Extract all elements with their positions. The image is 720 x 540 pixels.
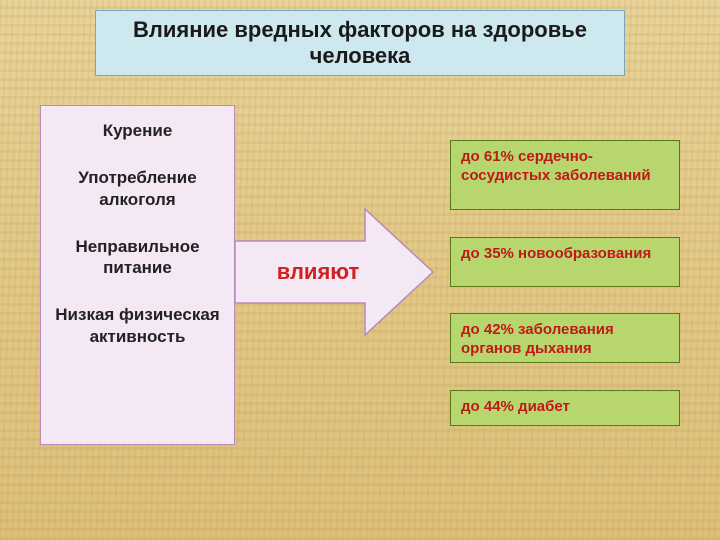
outcome-box: до 35% новообразования [450,237,680,287]
title-box: Влияние вредных факторов на здоровье чел… [95,10,625,76]
outcome-text: до 44% диабет [461,398,570,415]
title-text: Влияние вредных факторов на здоровье чел… [104,17,616,70]
factors-box: Курение Употребление алкоголя Неправильн… [40,105,235,445]
factor-item: Неправильное питание [51,236,224,279]
outcome-box: до 44% диабет [450,390,680,426]
arrow-label: влияют [235,207,435,337]
arrow: влияют [235,207,435,337]
factor-item: Низкая физическая активность [51,304,224,347]
outcome-text: до 35% новообразования [461,245,651,262]
outcome-box: до 42% заболевания органов дыхания [450,313,680,363]
outcome-box: до 61% сердечно-сосудистых заболеваний [450,140,680,210]
outcome-text: до 61% сердечно-сосудистых заболеваний [461,148,651,184]
factor-item: Употребление алкоголя [51,167,224,210]
factor-item: Курение [51,120,224,141]
outcome-text: до 42% заболевания органов дыхания [461,321,614,357]
